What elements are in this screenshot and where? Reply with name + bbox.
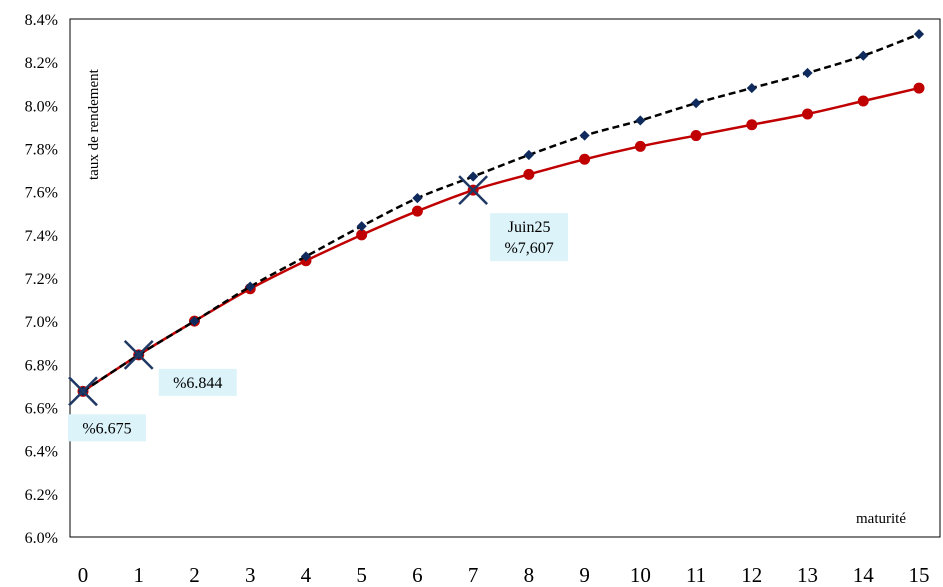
- data-label-box: [490, 213, 569, 262]
- y-tick-label: 8.4%: [25, 12, 58, 29]
- cross-stroke: [68, 376, 98, 407]
- x-tick-label: 14: [853, 563, 875, 587]
- data-label: Juin25 %7,607: [490, 213, 569, 262]
- data-point-diamond: [412, 193, 423, 204]
- data-label-text: Juin25: [508, 219, 551, 236]
- data-point-circle: [802, 108, 814, 120]
- x-tick-label: 10: [630, 563, 651, 587]
- y-tick-label: 7.4%: [25, 228, 58, 245]
- cross-marker: [458, 175, 489, 206]
- data-label-text: %7,607: [504, 240, 553, 257]
- data-label-text: %6.675: [82, 420, 131, 437]
- data-point-diamond: [356, 221, 367, 232]
- x-tick-label: 13: [797, 563, 818, 587]
- y-tick-label: 8.0%: [25, 98, 58, 115]
- x-tick-label: 11: [686, 563, 706, 587]
- data-point-diamond: [189, 316, 200, 327]
- data-label: %6.844: [158, 368, 237, 396]
- y-tick-label: 6.4%: [25, 444, 58, 461]
- data-label-text: %6.844: [173, 375, 222, 392]
- y-tick-label: 6.6%: [25, 401, 58, 418]
- x-tick-label: 0: [78, 563, 89, 587]
- y-tick-label: 6.0%: [25, 530, 58, 547]
- y-tick-label: 6.8%: [25, 357, 58, 374]
- y-tick-label: 7.0%: [25, 314, 58, 331]
- plot-area: [69, 18, 941, 538]
- data-point-circle: [857, 95, 869, 107]
- x-tick-label: 8: [524, 563, 535, 587]
- data-label-box: [158, 368, 237, 396]
- cross-marker: [68, 376, 98, 407]
- x-tick-label: 3: [245, 563, 256, 587]
- data-point-circle: [579, 153, 591, 165]
- cross-stroke: [458, 175, 489, 206]
- y-tick-label: 8.2%: [25, 55, 58, 72]
- x-tick-label: 9: [579, 563, 590, 587]
- data-point-circle: [634, 140, 646, 152]
- x-axis-title: maturité: [856, 511, 906, 527]
- cross-stroke: [123, 339, 154, 370]
- data-point-circle: [913, 82, 925, 94]
- x-tick-label: 6: [412, 563, 423, 587]
- y-tick-label: 7.8%: [25, 142, 58, 159]
- cross-marker: [123, 339, 154, 370]
- y-tick-label: 7.2%: [25, 271, 58, 288]
- data-point-diamond: [300, 251, 312, 262]
- x-tick-label: 12: [741, 563, 762, 587]
- data-label-box: [68, 414, 146, 442]
- x-tick-label: 4: [301, 563, 312, 587]
- data-label: %6.675: [68, 414, 146, 442]
- x-tick-label: 7: [468, 563, 479, 587]
- y-tick-label: 6.2%: [25, 487, 58, 504]
- data-point-circle: [746, 119, 758, 131]
- data-point-circle: [690, 130, 702, 142]
- data-point-circle: [523, 168, 535, 180]
- y-tick-label: 7.6%: [25, 185, 58, 202]
- data-point-circle: [356, 229, 368, 241]
- data-point-circle: [411, 205, 423, 217]
- x-tick-label: 1: [133, 563, 144, 587]
- x-tick-label: 2: [189, 563, 200, 587]
- x-tick-label: 15: [909, 563, 930, 587]
- x-tick-label: 5: [356, 563, 367, 587]
- y-axis-title: taux de rendement: [86, 68, 102, 180]
- series-line-dashed: [82, 32, 920, 393]
